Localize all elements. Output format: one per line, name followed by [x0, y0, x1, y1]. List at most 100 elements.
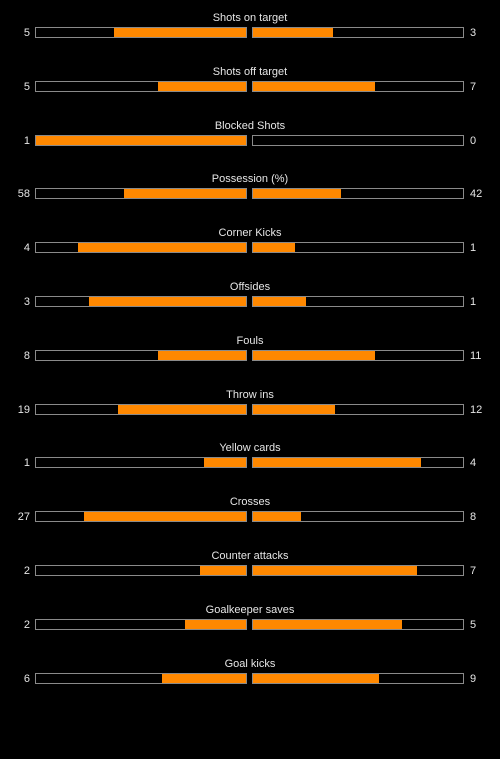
stat-row-fouls: Fouls 8 11 [0, 334, 500, 388]
away-bar [252, 672, 464, 684]
home-bar-fill [157, 81, 246, 91]
home-bar-fill [84, 512, 246, 522]
away-value: 5 [470, 618, 477, 631]
away-value: 1 [470, 295, 477, 308]
home-value: 8 [23, 349, 30, 362]
away-bar [252, 242, 464, 254]
away-bar [252, 403, 464, 415]
away-bar-fill [253, 350, 375, 360]
away-bar-fill [253, 404, 335, 414]
away-value: 11 [470, 349, 482, 362]
away-value: 1 [470, 242, 477, 255]
stat-row-shots-on-target: Shots on target 5 3 [0, 11, 500, 65]
home-value: 2 [23, 564, 30, 577]
away-bar-fill [253, 243, 295, 253]
home-bar [35, 188, 247, 200]
away-bar [252, 511, 464, 523]
home-bar-fill [36, 135, 246, 145]
away-value: 4 [470, 457, 477, 470]
stat-row-counter-attacks: Counter attacks 2 7 [0, 549, 500, 603]
away-bar-fill [253, 28, 333, 37]
away-value: 42 [470, 188, 483, 201]
stat-label: Corner Kicks [218, 227, 282, 240]
away-bar [252, 134, 464, 146]
stat-label: Offsides [229, 280, 271, 293]
home-value: 27 [17, 511, 30, 524]
away-bar-fill [253, 673, 379, 683]
home-value: 2 [23, 618, 30, 631]
stat-row-crosses: Crosses 27 8 [0, 495, 500, 549]
home-bar [35, 403, 247, 415]
stat-label: Goalkeeper saves [205, 603, 295, 616]
home-value: 58 [17, 188, 30, 201]
stat-label: Counter attacks [211, 549, 289, 562]
home-bar [35, 564, 247, 576]
away-value: 9 [470, 672, 477, 685]
away-bar [252, 188, 464, 200]
away-value: 3 [470, 27, 477, 39]
home-bar [35, 457, 247, 469]
away-bar-fill [253, 565, 417, 575]
stat-row-blocked-shots: Blocked Shots 1 0 [0, 119, 500, 173]
home-bar [35, 511, 247, 523]
home-bar-fill [204, 458, 246, 468]
stat-row-possession: Possession (%) 58 42 [0, 172, 500, 226]
away-bar-fill [253, 296, 306, 306]
away-bar [252, 295, 464, 307]
stat-label: Shots on target [212, 12, 288, 24]
away-bar [252, 27, 464, 38]
away-bar [252, 80, 464, 92]
home-value: 6 [23, 672, 30, 685]
stat-row-shots-off-target: Shots off target 5 7 [0, 65, 500, 119]
stat-label: Crosses [229, 496, 271, 509]
stat-row-goal-kicks: Goal kicks 6 9 [0, 657, 500, 711]
home-value: 3 [23, 295, 30, 308]
away-bar-fill [253, 81, 375, 91]
stat-row-offsides: Offsides 3 1 [0, 280, 500, 334]
home-bar-fill [157, 350, 246, 360]
home-value: 1 [23, 134, 30, 147]
away-bar [252, 564, 464, 576]
away-bar-fill [253, 512, 302, 522]
home-bar-fill [113, 28, 246, 37]
stat-label: Possession (%) [211, 173, 289, 186]
match-stats-panel: Shots on target 5 3 Shots off target 5 7… [0, 11, 500, 710]
stat-row-yellow-cards: Yellow cards 1 4 [0, 441, 500, 495]
home-value: 5 [23, 27, 30, 39]
stat-label: Shots off target [212, 65, 288, 78]
away-bar [252, 349, 464, 361]
stat-label: Blocked Shots [214, 119, 286, 132]
away-value: 8 [470, 511, 477, 524]
home-bar [35, 349, 247, 361]
home-bar [35, 242, 247, 254]
away-value: 0 [470, 134, 477, 147]
away-bar [252, 618, 464, 630]
away-value: 7 [470, 564, 477, 577]
away-bar-fill [253, 619, 403, 629]
home-bar [35, 618, 247, 630]
home-bar-fill [185, 619, 246, 629]
away-bar-fill [253, 189, 342, 199]
home-bar-fill [124, 189, 246, 199]
home-bar-fill [78, 243, 246, 253]
stat-row-goalkeeper-saves: Goalkeeper saves 2 5 [0, 603, 500, 657]
home-value: 1 [23, 457, 30, 470]
home-value: 19 [17, 403, 30, 416]
home-bar [35, 80, 247, 92]
stat-label: Goal kicks [224, 657, 276, 670]
home-bar [35, 134, 247, 146]
stat-label: Yellow cards [219, 442, 281, 455]
away-bar-fill [253, 458, 421, 468]
home-bar-fill [88, 296, 246, 306]
home-value: 5 [23, 80, 30, 93]
home-bar-fill [117, 404, 246, 414]
home-bar-fill [199, 565, 246, 575]
stat-row-throw-ins: Throw ins 19 12 [0, 388, 500, 442]
home-bar-fill [162, 673, 246, 683]
stat-label: Throw ins [226, 388, 274, 401]
stat-label: Fouls [236, 334, 264, 347]
home-bar [35, 295, 247, 307]
home-bar [35, 27, 247, 38]
away-value: 7 [470, 80, 477, 93]
away-bar [252, 457, 464, 469]
